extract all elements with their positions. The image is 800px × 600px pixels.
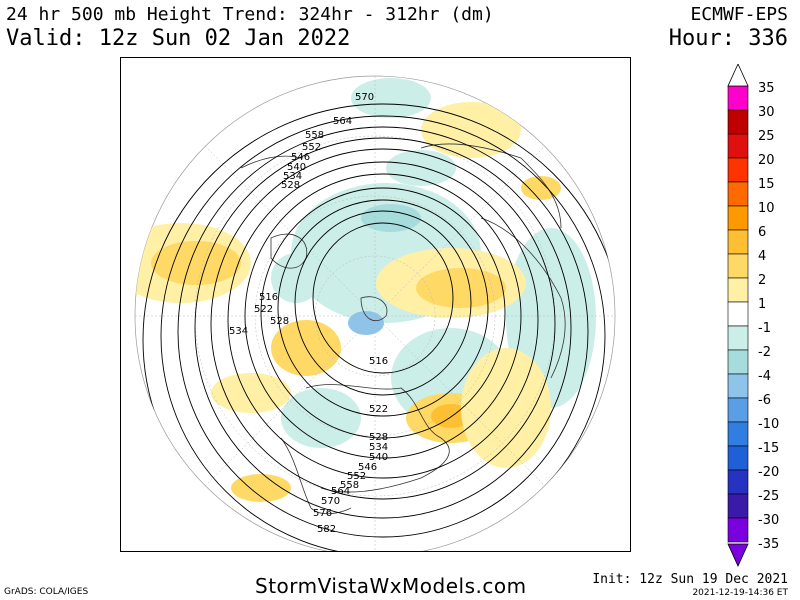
contour-label: 534: [283, 171, 302, 182]
contour-label: 534: [369, 442, 388, 453]
colorbar-label: -1: [758, 321, 771, 336]
chart-title: 24 hr 500 mb Height Trend: 324hr - 312hr…: [6, 4, 494, 25]
colorbar-cell: [727, 517, 749, 543]
colorbar-label: 6: [758, 225, 767, 240]
height-contours: [142, 103, 615, 551]
init-timestamp: 2021-12-19-14:36 ET: [692, 588, 788, 598]
colorbar-cell: [727, 421, 749, 447]
colorbar-cell: [727, 85, 749, 111]
colorbar-cells: [727, 85, 749, 543]
polar-map: 570 564 558 552 546 540 534 528 516 522 …: [120, 57, 631, 552]
contour-label: 546: [291, 152, 310, 163]
colorbar-top-arrow: [727, 64, 749, 87]
forecast-hour: Hour: 336: [668, 26, 788, 51]
colorbar-bottom-arrow: [727, 543, 749, 567]
colorbar: [727, 64, 749, 567]
colorbar-cell: [727, 445, 749, 471]
negative-anomaly: [361, 204, 421, 232]
contour-label: 546: [358, 462, 377, 473]
colorbar-label: 2: [758, 273, 767, 288]
contour-label: 552: [347, 471, 366, 482]
positive-anomaly: [211, 373, 291, 413]
site-link[interactable]: StormVistaWxModels.com: [255, 574, 527, 598]
contour-label: 540: [287, 162, 306, 173]
colorbar-cell: [727, 205, 749, 231]
contour-label: 528: [281, 180, 300, 191]
colorbar-label: -10: [758, 417, 780, 432]
contour-label: 516: [259, 292, 278, 303]
colorbar-label: -2: [758, 345, 771, 360]
colorbar-cell: [727, 157, 749, 183]
colorbar-cell: [727, 469, 749, 495]
colorbar-label: -6: [758, 393, 771, 408]
colorbar-cell: [727, 181, 749, 207]
contour-label: 570: [355, 92, 374, 103]
valid-time: Valid: 12z Sun 02 Jan 2022: [6, 26, 351, 51]
colorbar-cell: [727, 229, 749, 255]
colorbar-cell: [727, 349, 749, 375]
contour-label: 582: [317, 524, 336, 535]
negative-anomaly: [386, 150, 456, 186]
colorbar-cell: [727, 397, 749, 423]
contour-label: 576: [313, 508, 332, 519]
colorbar-cell: [727, 277, 749, 303]
negative-anomaly: [351, 78, 431, 118]
colorbar-label: -35: [758, 537, 780, 552]
contour-label: 564: [333, 116, 352, 127]
colorbar-label: 20: [758, 153, 775, 168]
colorbar-label: -30: [758, 513, 780, 528]
contour-label: 516: [369, 356, 388, 367]
colorbar-label: -20: [758, 465, 780, 480]
positive-anomaly: [231, 474, 291, 502]
colorbar-label: 1: [758, 297, 767, 312]
colorbar-label: -15: [758, 441, 780, 456]
colorbar-cell: [727, 109, 749, 135]
positive-anomaly: [416, 268, 506, 308]
colorbar-label: -4: [758, 369, 771, 384]
colorbar-label: 15: [758, 177, 775, 192]
colorbar-cell: [727, 253, 749, 279]
contour-label: 522: [254, 304, 273, 315]
colorbar-label: -25: [758, 489, 780, 504]
contour-labels: 570 564 558 552 546 540 534 528 516 522 …: [229, 92, 388, 535]
model-name: ECMWF-EPS: [690, 4, 788, 25]
contour-label: 570: [321, 496, 340, 507]
init-time: Init: 12z Sun 19 Dec 2021: [592, 572, 788, 587]
positive-anomaly: [421, 102, 521, 158]
colorbar-cell: [727, 133, 749, 159]
contour-label: 552: [302, 142, 321, 153]
colorbar-label: 35: [758, 81, 775, 96]
colorbar-cell: [727, 373, 749, 399]
colorbar-cell: [727, 493, 749, 519]
positive-anomaly: [431, 404, 471, 428]
colorbar-label: 30: [758, 105, 775, 120]
contour-label: 534: [229, 326, 248, 337]
contour-label: 558: [340, 480, 359, 491]
colorbar-label: 25: [758, 129, 775, 144]
contour-label: 540: [369, 452, 388, 463]
colorbar-cell: [727, 325, 749, 351]
negative-anomaly: [348, 311, 384, 335]
contour-label: 528: [270, 316, 289, 327]
contour-label: 558: [305, 130, 324, 141]
contour-label: 528: [369, 432, 388, 443]
colorbar-cell: [727, 301, 749, 327]
colorbar-label: 4: [758, 249, 767, 264]
grads-credit: GrADS: COLA/IGES: [4, 587, 89, 597]
map-svg: 570 564 558 552 546 540 534 528 516 522 …: [134, 75, 616, 551]
colorbar-label: 10: [758, 201, 775, 216]
contour-label: 564: [331, 486, 350, 497]
negative-anomaly: [281, 388, 361, 448]
contour-label: 522: [369, 404, 388, 415]
negative-anomaly: [271, 253, 321, 303]
positive-anomaly: [461, 348, 551, 468]
